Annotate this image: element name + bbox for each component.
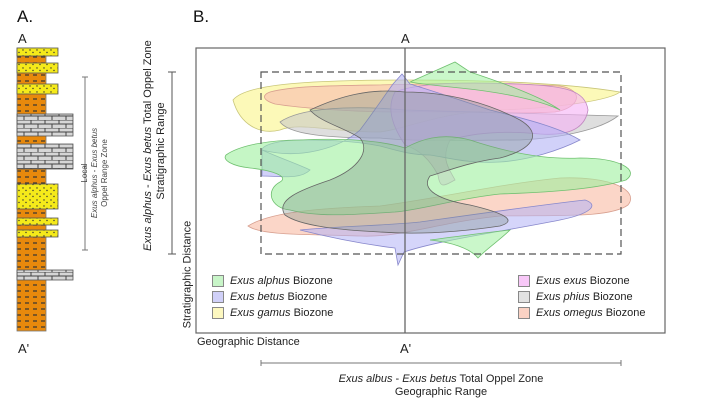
- panel-b-label: B.: [193, 7, 210, 26]
- limestone-bed: [16, 143, 74, 170]
- legend-item-omegus: Exus omegus Biozone: [518, 307, 645, 319]
- column-top-marker: A: [18, 31, 27, 46]
- legend-item-phius: Exus phius Biozone: [518, 291, 633, 303]
- limestone-bed: [16, 113, 74, 137]
- sandstone-bed: [16, 62, 59, 74]
- biozone-exus-phius: [279, 107, 620, 141]
- biozones: [224, 61, 631, 267]
- y-axis-label: Stratigraphic Distance: [181, 220, 194, 329]
- legend-item-exus: Exus exus Biozone: [518, 275, 630, 287]
- stratigraphic-range-line1: Exus alphus - Exus betus Total Oppel Zon…: [142, 40, 154, 251]
- stratigraphic-range-label: Exus alphus - Exus betus Total Oppel Zon…: [142, 40, 168, 251]
- geographic-range-line1: Exus albus - Exus betus Total Oppel Zone: [338, 373, 544, 385]
- legend-swatch: [212, 307, 224, 319]
- local-range-line3: Oppel Range Zone: [100, 139, 109, 207]
- legend-swatch: [212, 275, 224, 287]
- local-range-line1: Local: [80, 163, 89, 183]
- biozone-exus-gamus: [232, 79, 621, 133]
- geographic-range-bracket: [260, 360, 622, 366]
- geographic-range-line2: Geographic Range: [394, 386, 488, 398]
- sandstone-bed: [16, 83, 59, 95]
- total-oppel-zone-box: [260, 71, 622, 255]
- legend-swatch: [518, 291, 530, 303]
- section-top-marker: A: [401, 31, 410, 46]
- local-range-label: Local Exus alphus - Exus betus Oppel Ran…: [80, 118, 110, 228]
- legend-swatch: [212, 291, 224, 303]
- limestone-bed: [16, 269, 74, 281]
- biozone-exus-omegus: [264, 82, 577, 114]
- sandstone-bed: [16, 183, 59, 210]
- sandstone-bed: [16, 217, 59, 226]
- section-bottom-marker: A': [400, 341, 412, 356]
- stratigraphic-range-bracket: [168, 71, 176, 255]
- biozone-exus-alphus: [224, 136, 631, 216]
- biozone-exus-betus: [261, 73, 581, 178]
- legend-swatch: [518, 307, 530, 319]
- biozone-overlap-core: [282, 90, 533, 234]
- biozone-exus-alphus: [429, 229, 512, 259]
- biozone-exus-omegus: [247, 177, 631, 237]
- biozone-exus-alphus: [408, 61, 561, 111]
- sandstone-bed: [16, 47, 59, 57]
- column-bottom-marker: A': [18, 341, 30, 356]
- panel-a-label: A.: [17, 7, 34, 26]
- geographic-range-label: Exus albus - Exus betus Total Oppel Zone…: [261, 373, 621, 399]
- legend-item-alphus: Exus alphus Biozone: [212, 275, 333, 287]
- legend-swatch: [518, 275, 530, 287]
- sandstone-bed: [16, 229, 59, 238]
- legend-item-gamus: Exus gamus Biozone: [212, 307, 333, 319]
- local-range-line2: Exus alphus - Exus betus: [90, 127, 99, 219]
- biozone-exus-exus: [390, 82, 589, 186]
- biozone-exus-betus: [299, 199, 593, 267]
- legend-item-betus: Exus betus Biozone: [212, 291, 327, 303]
- x-axis-label: Geographic Distance: [197, 336, 300, 348]
- shale-bed: [16, 47, 47, 332]
- stratigraphic-range-line2: Stratigraphic Range: [155, 102, 167, 200]
